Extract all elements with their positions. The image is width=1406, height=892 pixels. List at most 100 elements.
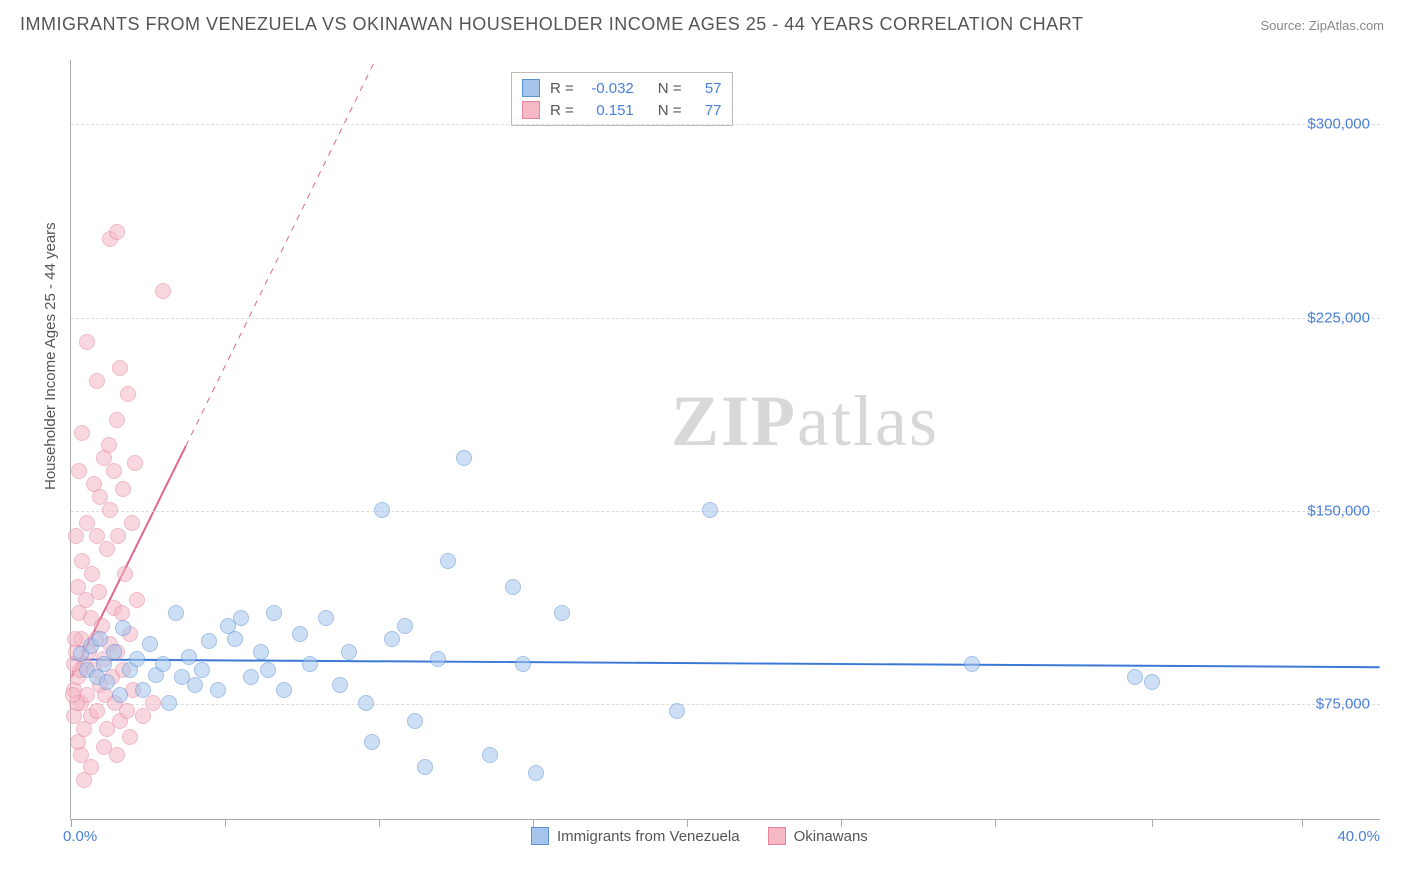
data-point <box>1127 669 1143 685</box>
data-point <box>456 450 472 466</box>
data-point <box>127 455 143 471</box>
data-point <box>161 695 177 711</box>
data-point <box>84 566 100 582</box>
data-point <box>145 695 161 711</box>
legend-label: Immigrants from Venezuela <box>557 828 740 845</box>
data-point <box>554 605 570 621</box>
legend-label: Okinawans <box>794 828 868 845</box>
data-point <box>135 682 151 698</box>
data-point <box>120 386 136 402</box>
legend-row: R =0.151N =77 <box>522 99 722 121</box>
data-point <box>669 703 685 719</box>
data-point <box>364 734 380 750</box>
legend-r-value: -0.032 <box>584 80 634 97</box>
legend-swatch <box>522 79 540 97</box>
data-point <box>964 656 980 672</box>
data-point <box>109 224 125 240</box>
legend-item: Immigrants from Venezuela <box>531 827 740 845</box>
data-point <box>243 669 259 685</box>
data-point <box>276 682 292 698</box>
watermark-atlas: atlas <box>797 381 939 461</box>
data-point <box>194 662 210 678</box>
data-point <box>155 656 171 672</box>
legend-n-value: 57 <box>692 80 722 97</box>
data-point <box>528 765 544 781</box>
data-point <box>505 579 521 595</box>
data-point <box>68 528 84 544</box>
data-point <box>155 283 171 299</box>
data-point <box>92 631 108 647</box>
data-point <box>292 626 308 642</box>
y-tick-label: $225,000 <box>1307 309 1370 326</box>
data-point <box>227 631 243 647</box>
data-point <box>181 649 197 665</box>
plot-area: ZIPatlas R =-0.032N =57R =0.151N =77 0.0… <box>70 60 1380 820</box>
x-tick <box>995 819 996 827</box>
data-point <box>109 747 125 763</box>
data-point <box>101 437 117 453</box>
legend-n-label: N = <box>658 80 682 97</box>
data-point <box>201 633 217 649</box>
x-tick <box>687 819 688 827</box>
grid-line <box>71 124 1380 125</box>
legend-n-value: 77 <box>692 102 722 119</box>
y-tick-label: $300,000 <box>1307 116 1370 133</box>
data-point <box>67 631 83 647</box>
data-point <box>110 528 126 544</box>
legend-n-label: N = <box>658 102 682 119</box>
data-point <box>129 592 145 608</box>
data-point <box>440 553 456 569</box>
data-point <box>1144 674 1160 690</box>
x-tick <box>533 819 534 827</box>
data-point <box>109 412 125 428</box>
data-point <box>142 636 158 652</box>
data-point <box>115 481 131 497</box>
data-point <box>119 703 135 719</box>
series-legend: Immigrants from Venezuela Okinawans <box>531 827 868 845</box>
data-point <box>210 682 226 698</box>
chart-title: IMMIGRANTS FROM VENEZUELA VS OKINAWAN HO… <box>20 14 1083 35</box>
data-point <box>430 651 446 667</box>
grid-line <box>71 511 1380 512</box>
legend-item: Okinawans <box>768 827 868 845</box>
data-point <box>702 502 718 518</box>
watermark-zip: ZIP <box>671 381 797 461</box>
legend-r-label: R = <box>550 80 574 97</box>
data-point <box>318 610 334 626</box>
data-point <box>99 541 115 557</box>
x-tick <box>1302 819 1303 827</box>
data-point <box>515 656 531 672</box>
data-point <box>168 605 184 621</box>
data-point <box>397 618 413 634</box>
data-point <box>112 687 128 703</box>
data-point <box>482 747 498 763</box>
data-point <box>76 772 92 788</box>
data-point <box>407 713 423 729</box>
data-point <box>187 677 203 693</box>
data-point <box>79 334 95 350</box>
legend-r-label: R = <box>550 102 574 119</box>
y-tick-label: $150,000 <box>1307 502 1370 519</box>
data-point <box>122 729 138 745</box>
data-point <box>124 515 140 531</box>
data-point <box>374 502 390 518</box>
data-point <box>91 584 107 600</box>
data-point <box>112 360 128 376</box>
source-attribution: Source: ZipAtlas.com <box>1260 18 1384 33</box>
data-point <box>106 463 122 479</box>
trend-lines <box>71 60 1380 819</box>
y-tick-label: $75,000 <box>1316 696 1370 713</box>
legend-row: R = -0.032 N = 57 <box>522 77 722 99</box>
data-point <box>341 644 357 660</box>
data-point <box>129 651 145 667</box>
data-point <box>253 644 269 660</box>
chart-area: Householder Income Ages 25 - 44 years ZI… <box>50 50 1380 840</box>
data-point <box>117 566 133 582</box>
data-point <box>89 373 105 389</box>
data-point <box>358 695 374 711</box>
x-tick <box>1152 819 1153 827</box>
x-tick <box>71 819 72 827</box>
data-point <box>102 502 118 518</box>
data-point <box>417 759 433 775</box>
y-axis-title: Householder Income Ages 25 - 44 years <box>42 222 59 490</box>
